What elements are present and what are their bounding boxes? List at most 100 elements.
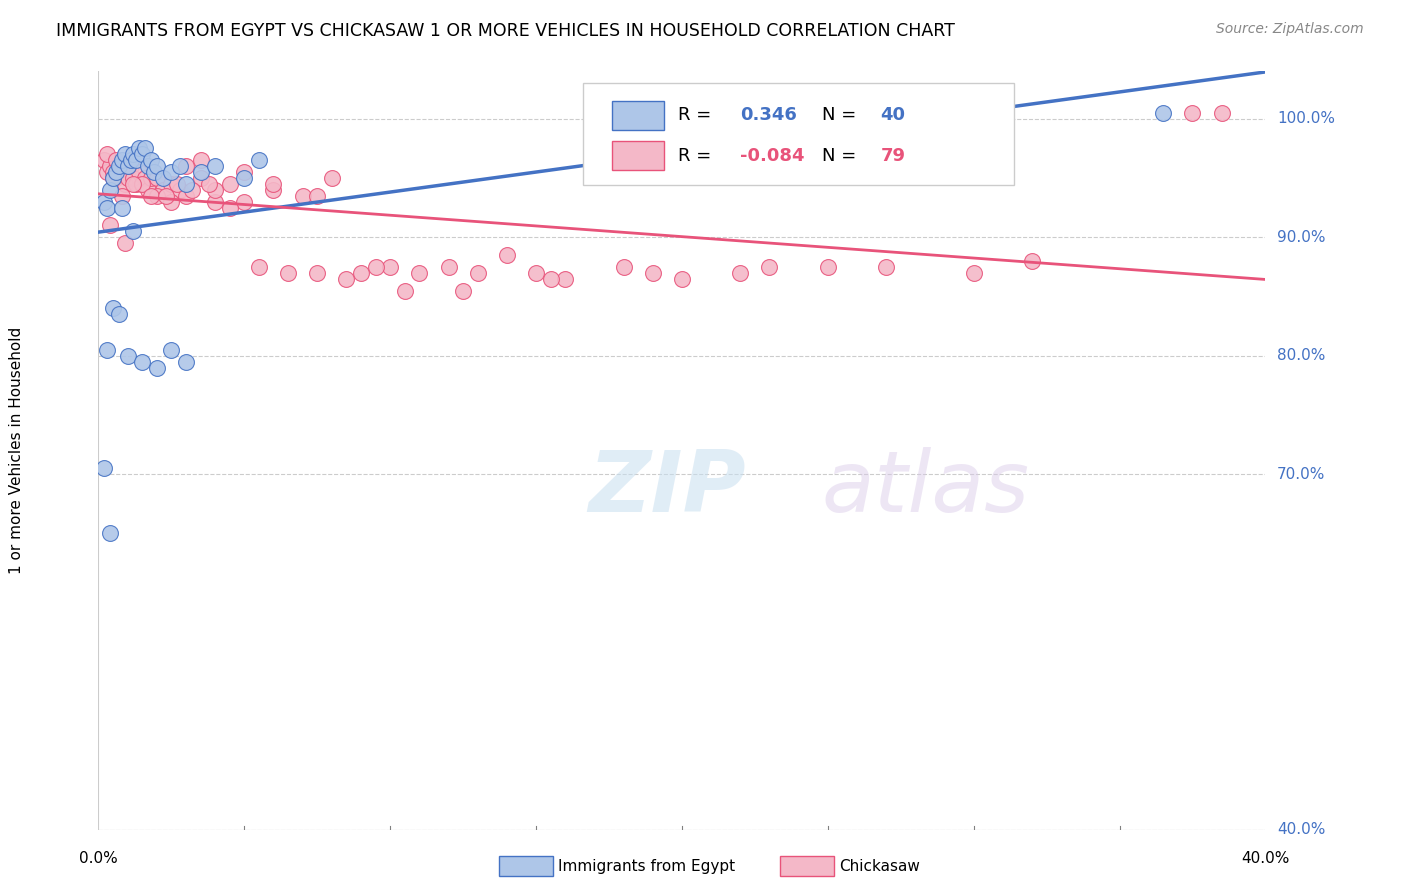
Point bbox=[233, 194, 256, 209]
Point bbox=[93, 153, 115, 168]
Point bbox=[160, 343, 183, 357]
Point bbox=[128, 165, 150, 179]
Point bbox=[174, 354, 197, 368]
Point bbox=[96, 165, 118, 179]
Point bbox=[467, 266, 489, 280]
Point bbox=[101, 171, 124, 186]
Point bbox=[174, 188, 197, 202]
Point bbox=[169, 159, 191, 173]
Point bbox=[131, 177, 153, 191]
Point bbox=[247, 153, 270, 168]
Text: 0.0%: 0.0% bbox=[79, 851, 118, 866]
Point bbox=[122, 171, 145, 186]
Point bbox=[139, 188, 162, 202]
Point bbox=[524, 266, 547, 280]
Point bbox=[875, 260, 897, 274]
Point bbox=[190, 153, 212, 168]
Point bbox=[204, 194, 226, 209]
Text: Chickasaw: Chickasaw bbox=[839, 859, 921, 873]
Point bbox=[263, 177, 285, 191]
Point bbox=[198, 177, 221, 191]
Text: 1 or more Vehicles in Household: 1 or more Vehicles in Household bbox=[10, 326, 24, 574]
Point bbox=[108, 307, 131, 321]
Point bbox=[122, 177, 145, 191]
Point bbox=[93, 194, 115, 209]
Point bbox=[131, 177, 153, 191]
Point bbox=[122, 147, 145, 161]
Point bbox=[142, 165, 165, 179]
Point bbox=[146, 360, 169, 375]
Point bbox=[128, 141, 150, 155]
Point bbox=[1181, 105, 1204, 120]
Point bbox=[190, 171, 212, 186]
Point bbox=[335, 271, 357, 285]
Point bbox=[364, 260, 387, 274]
Point bbox=[108, 159, 131, 173]
Text: 40.0%: 40.0% bbox=[1241, 851, 1289, 866]
Point bbox=[136, 159, 159, 173]
Point bbox=[98, 159, 121, 173]
Point bbox=[554, 271, 576, 285]
Point bbox=[160, 194, 183, 209]
Point bbox=[117, 171, 139, 186]
Text: -0.084: -0.084 bbox=[741, 146, 804, 164]
Point bbox=[613, 260, 636, 274]
Point bbox=[263, 183, 285, 197]
Point bbox=[131, 354, 153, 368]
Bar bbox=[612, 101, 665, 129]
Point bbox=[152, 183, 174, 197]
Point bbox=[139, 171, 162, 186]
Point bbox=[307, 266, 329, 280]
Bar bbox=[612, 141, 665, 170]
Text: Source: ZipAtlas.com: Source: ZipAtlas.com bbox=[1216, 22, 1364, 37]
Text: 80.0%: 80.0% bbox=[1277, 348, 1326, 363]
Point bbox=[104, 171, 127, 186]
Point bbox=[122, 224, 145, 238]
Point bbox=[218, 177, 240, 191]
Point bbox=[146, 188, 169, 202]
Point bbox=[111, 159, 134, 173]
Point bbox=[169, 183, 191, 197]
Point bbox=[233, 171, 256, 186]
Point bbox=[180, 183, 202, 197]
Point bbox=[451, 284, 474, 298]
Point bbox=[98, 526, 121, 541]
Point bbox=[321, 171, 343, 186]
Point bbox=[641, 266, 664, 280]
Point bbox=[111, 201, 134, 215]
Text: 40: 40 bbox=[880, 106, 905, 124]
Point bbox=[125, 177, 148, 191]
Point bbox=[146, 159, 169, 173]
Point bbox=[134, 171, 156, 186]
Text: 70.0%: 70.0% bbox=[1277, 467, 1326, 482]
Point bbox=[394, 284, 416, 298]
Point bbox=[174, 159, 197, 173]
Point bbox=[1021, 253, 1043, 268]
Point bbox=[190, 165, 212, 179]
Point bbox=[350, 266, 373, 280]
Text: IMMIGRANTS FROM EGYPT VS CHICKASAW 1 OR MORE VEHICLES IN HOUSEHOLD CORRELATION C: IMMIGRANTS FROM EGYPT VS CHICKASAW 1 OR … bbox=[56, 22, 955, 40]
Point bbox=[101, 171, 124, 186]
Point bbox=[160, 177, 183, 191]
Point bbox=[134, 141, 156, 155]
Text: 79: 79 bbox=[880, 146, 905, 164]
Point bbox=[108, 165, 131, 179]
Point bbox=[730, 266, 752, 280]
Text: N =: N = bbox=[823, 106, 862, 124]
Point bbox=[96, 343, 118, 357]
Point bbox=[160, 165, 183, 179]
Point bbox=[111, 153, 134, 168]
Point bbox=[152, 171, 174, 186]
Text: ZIP: ZIP bbox=[589, 447, 747, 530]
Point bbox=[101, 301, 124, 316]
Point bbox=[204, 159, 226, 173]
Point bbox=[125, 153, 148, 168]
Point bbox=[291, 188, 314, 202]
Text: 100.0%: 100.0% bbox=[1277, 112, 1336, 127]
Point bbox=[98, 183, 121, 197]
Text: atlas: atlas bbox=[823, 447, 1031, 530]
Point bbox=[155, 188, 177, 202]
Point bbox=[96, 201, 118, 215]
Point bbox=[117, 159, 139, 173]
Point bbox=[962, 266, 984, 280]
